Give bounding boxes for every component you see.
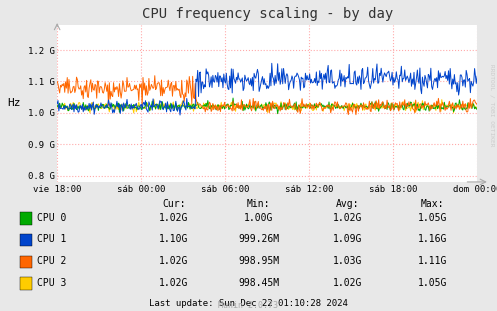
Text: Max:: Max: [420,199,444,209]
Text: Avg:: Avg: [336,199,360,209]
Text: 998.45M: 998.45M [238,278,279,288]
Text: 1.00G: 1.00G [244,213,273,223]
Title: CPU frequency scaling - by day: CPU frequency scaling - by day [142,7,393,21]
Text: 1.05G: 1.05G [417,278,447,288]
Text: 999.26M: 999.26M [238,234,279,244]
Text: 1.02G: 1.02G [159,256,189,266]
Text: 1.10G: 1.10G [159,234,189,244]
Text: 1.09G: 1.09G [333,234,363,244]
Text: CPU 3: CPU 3 [37,278,67,288]
Text: RRDTOOL / TOBI OETIKER: RRDTOOL / TOBI OETIKER [490,64,495,147]
Text: 998.95M: 998.95M [238,256,279,266]
Text: 1.11G: 1.11G [417,256,447,266]
Text: Min:: Min: [247,199,270,209]
Text: CPU 2: CPU 2 [37,256,67,266]
Text: 1.05G: 1.05G [417,213,447,223]
Text: 1.16G: 1.16G [417,234,447,244]
Y-axis label: Hz: Hz [7,98,20,109]
Text: 1.02G: 1.02G [333,278,363,288]
Text: Munin 2.0.73: Munin 2.0.73 [219,301,278,310]
Text: CPU 0: CPU 0 [37,213,67,223]
Text: Last update: Sun Dec 22 01:10:28 2024: Last update: Sun Dec 22 01:10:28 2024 [149,299,348,308]
Text: 1.02G: 1.02G [159,213,189,223]
Text: 1.02G: 1.02G [159,278,189,288]
Text: 1.03G: 1.03G [333,256,363,266]
Text: Cur:: Cur: [162,199,186,209]
Text: 1.02G: 1.02G [333,213,363,223]
Text: CPU 1: CPU 1 [37,234,67,244]
